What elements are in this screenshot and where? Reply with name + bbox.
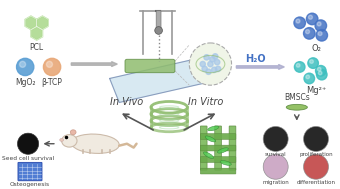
FancyBboxPatch shape [215,126,221,170]
Circle shape [308,58,318,68]
Circle shape [308,15,312,19]
Circle shape [306,30,310,34]
Ellipse shape [205,136,216,142]
Circle shape [318,32,322,36]
Circle shape [208,61,213,67]
Circle shape [216,66,221,72]
Circle shape [44,58,61,76]
Circle shape [296,64,300,67]
Circle shape [189,43,232,85]
Circle shape [210,57,215,62]
Circle shape [204,55,209,60]
Circle shape [316,66,326,76]
Text: Seed cell survival: Seed cell survival [2,156,54,161]
Text: BMSCs: BMSCs [284,92,310,101]
FancyBboxPatch shape [200,134,236,139]
Ellipse shape [208,126,219,131]
Circle shape [202,66,207,72]
Circle shape [294,62,305,72]
Circle shape [317,22,321,26]
Circle shape [215,60,220,65]
Ellipse shape [60,139,64,141]
FancyBboxPatch shape [200,126,207,170]
FancyBboxPatch shape [200,157,236,163]
Text: β-TCP: β-TCP [41,78,63,88]
Circle shape [17,58,34,76]
Circle shape [317,67,321,71]
Text: proliferation: proliferation [299,152,333,157]
Circle shape [206,69,211,74]
Text: migration: migration [262,180,289,185]
Text: In Vivo: In Vivo [110,97,143,107]
FancyBboxPatch shape [156,11,161,29]
FancyBboxPatch shape [18,163,42,181]
Circle shape [304,28,315,39]
Circle shape [155,27,163,34]
Text: O₂: O₂ [311,44,321,53]
Circle shape [315,20,326,31]
Text: differentiation: differentiation [296,180,336,185]
Circle shape [317,69,327,80]
Text: MgO₂: MgO₂ [15,78,35,88]
Polygon shape [31,27,42,40]
Ellipse shape [218,148,228,153]
Circle shape [263,126,288,151]
Text: Mg²⁺: Mg²⁺ [306,86,326,95]
Circle shape [310,60,313,63]
Circle shape [306,75,309,79]
Circle shape [212,54,218,59]
Text: H₂O: H₂O [245,54,266,64]
FancyBboxPatch shape [200,168,236,174]
Circle shape [47,61,52,67]
Circle shape [306,13,318,25]
FancyArrow shape [71,62,117,67]
FancyBboxPatch shape [200,145,236,151]
FancyBboxPatch shape [125,59,175,73]
Circle shape [17,133,39,154]
Circle shape [211,67,217,73]
Ellipse shape [71,134,119,153]
Circle shape [294,17,305,29]
FancyArrow shape [236,65,284,69]
Circle shape [316,29,327,41]
Circle shape [296,19,300,23]
Text: PCL: PCL [30,43,44,52]
Text: Osteogenesis: Osteogenesis [10,182,50,187]
Circle shape [200,61,205,67]
Ellipse shape [203,152,214,159]
Ellipse shape [286,104,307,110]
Ellipse shape [70,130,76,135]
Polygon shape [25,16,37,29]
Polygon shape [37,16,48,29]
Circle shape [318,71,322,75]
Circle shape [304,126,328,151]
Circle shape [263,154,288,179]
Ellipse shape [62,135,77,147]
FancyBboxPatch shape [229,126,236,170]
Polygon shape [109,54,225,102]
Circle shape [304,154,328,179]
Text: In Vitro: In Vitro [188,97,223,107]
Circle shape [304,73,314,84]
Ellipse shape [220,160,231,165]
Text: survival: survival [265,152,287,157]
Circle shape [20,61,26,67]
